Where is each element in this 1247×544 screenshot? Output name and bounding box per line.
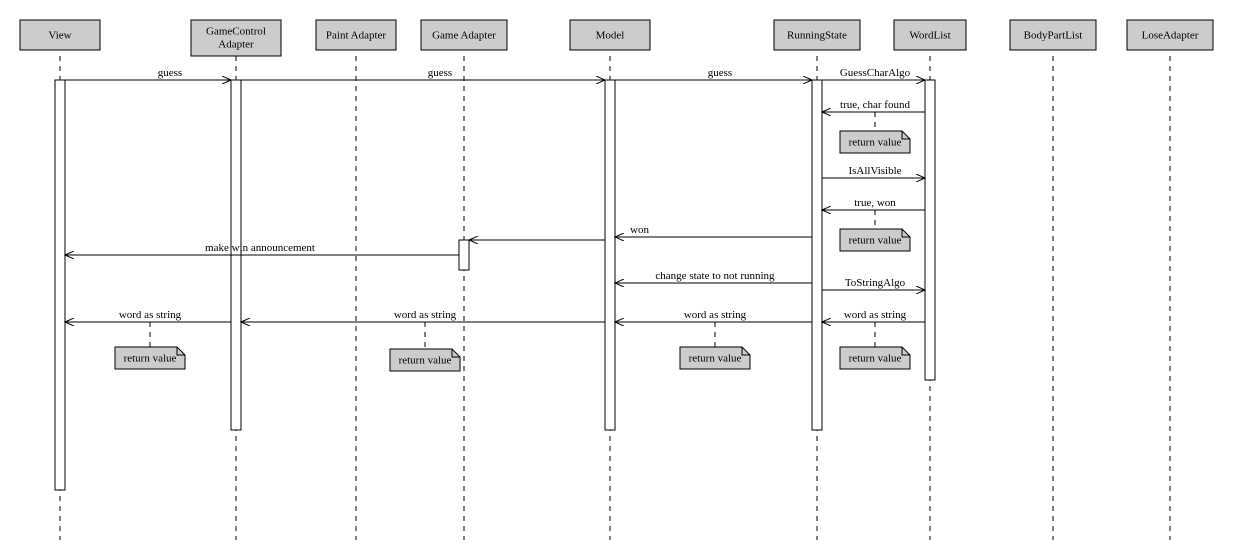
lifeline-label-gamecontrol: GameControl xyxy=(206,26,266,38)
message-label: word as string xyxy=(119,309,182,321)
sequence-diagram: guess guess guess GuessCharAlgo true, char f… xyxy=(0,0,1247,544)
activation-gameadapter xyxy=(459,240,469,270)
message-label: true, char found xyxy=(840,99,910,111)
message-label: ToStringAlgo xyxy=(845,277,906,289)
activation-model xyxy=(605,80,615,430)
message-label: true, won xyxy=(854,197,896,209)
message-label: word as string xyxy=(394,309,457,321)
lifeline-label-gameadapter: Game Adapter xyxy=(432,30,496,42)
lifeline-label-bodypartlist: BodyPartList xyxy=(1024,30,1083,42)
message-label: word as string xyxy=(844,309,907,321)
message-label: guess xyxy=(428,67,452,79)
lifeline-label-runningstate: RunningState xyxy=(787,30,847,42)
message-label: make win announcement xyxy=(205,242,315,254)
activation-view xyxy=(55,80,65,490)
lifeline-label-paintadapter: Paint Adapter xyxy=(326,30,387,42)
message-label: change state to not running xyxy=(655,270,775,282)
lifeline-label-loseadapter: LoseAdapter xyxy=(1142,30,1199,42)
message-label: word as string xyxy=(684,309,747,321)
message-label: GuessCharAlgo xyxy=(840,67,911,79)
message-label: guess xyxy=(158,67,182,79)
activation-wordlist xyxy=(925,80,935,380)
note-text: return value xyxy=(399,355,452,367)
note-text: return value xyxy=(849,235,902,247)
lifeline-label-gamecontrol: Adapter xyxy=(218,39,254,51)
message-label: guess xyxy=(708,67,732,79)
message-label: IsAllVisible xyxy=(848,165,901,177)
lifeline-label-view: View xyxy=(48,30,71,42)
note-text: return value xyxy=(689,353,742,365)
note-text: return value xyxy=(849,353,902,365)
note-text: return value xyxy=(124,353,177,365)
message-label: won xyxy=(630,224,649,236)
note-text: return value xyxy=(849,137,902,149)
activation-runningstate xyxy=(812,80,822,430)
lifeline-label-model: Model xyxy=(596,30,625,42)
lifeline-label-wordlist: WordList xyxy=(909,30,950,42)
